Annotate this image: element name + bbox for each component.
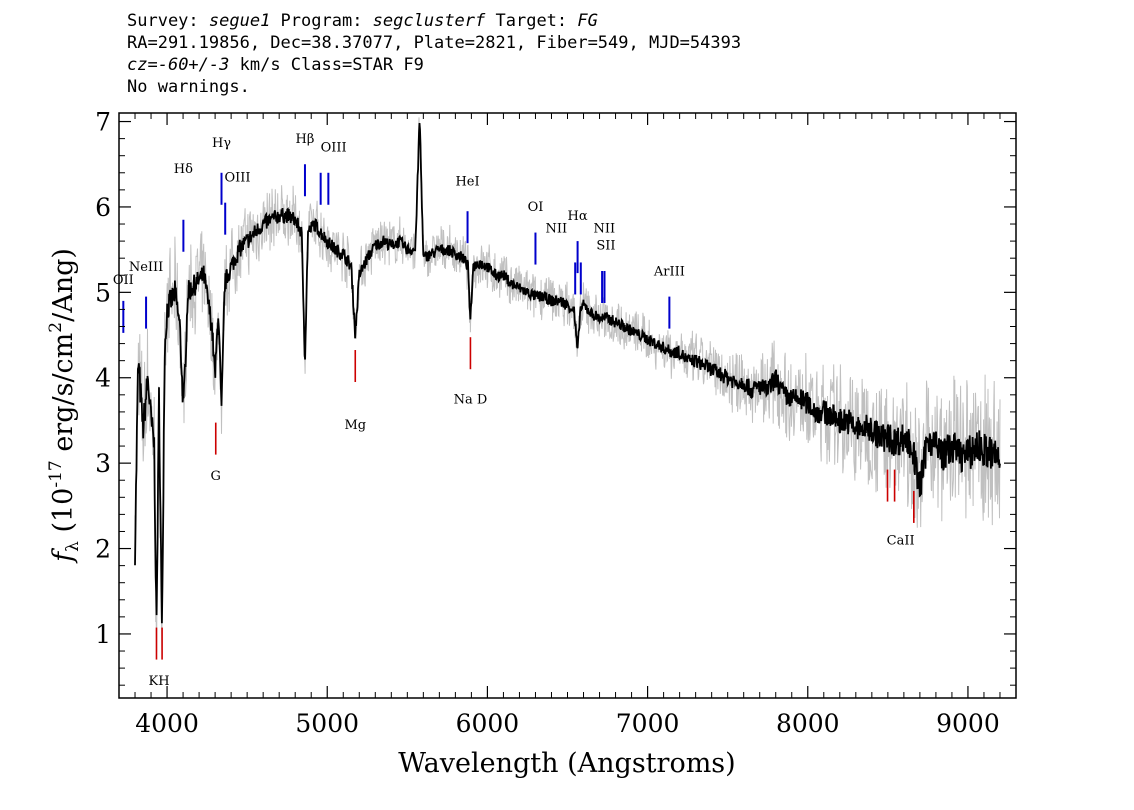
line-label: OIII bbox=[321, 140, 347, 155]
spectrum-line bbox=[134, 123, 1001, 624]
header-line-warnings: No warnings. bbox=[127, 77, 250, 97]
cz-label: cz bbox=[127, 55, 148, 75]
line-label: Hα bbox=[568, 209, 588, 224]
target-label: Target: bbox=[485, 11, 578, 31]
line-label: Na D bbox=[454, 392, 488, 407]
cz-class: km/s Class=STAR F9 bbox=[229, 55, 424, 75]
line-label: NeIII bbox=[129, 260, 163, 275]
y-tick-label: 4 bbox=[95, 364, 111, 393]
x-tick-label: 4000 bbox=[135, 709, 199, 738]
line-label: OII bbox=[113, 273, 134, 288]
y-tick-label: 2 bbox=[95, 535, 111, 564]
line-label: HeI bbox=[455, 175, 479, 190]
line-label: ArIII bbox=[653, 264, 685, 279]
y-tick-label: 3 bbox=[95, 449, 111, 478]
line-label: Hγ bbox=[212, 136, 231, 151]
line-label: NII bbox=[594, 222, 616, 237]
error-envelope-line bbox=[134, 117, 1001, 653]
y-tick-label: 1 bbox=[95, 620, 111, 649]
line-label: OI bbox=[528, 200, 544, 215]
program-value: segclusterf bbox=[372, 11, 486, 31]
line-label: OIII bbox=[224, 170, 250, 185]
line-label: Mg bbox=[344, 418, 366, 433]
x-tick-label: 9000 bbox=[936, 709, 1000, 738]
cz-value: =-60+/-3 bbox=[147, 55, 230, 75]
x-tick-label: 7000 bbox=[616, 709, 680, 738]
target-value: FG bbox=[577, 11, 598, 31]
survey-value: segue1 bbox=[208, 11, 271, 31]
header-line-survey: Survey: segue1 Program: segclusterf Targ… bbox=[127, 10, 741, 32]
program-label: Program: bbox=[270, 11, 373, 31]
header-line-coordinates: RA=291.19856, Dec=38.37077, Plate=2821, … bbox=[127, 33, 742, 53]
x-axis-title: Wavelength (Angstroms) bbox=[398, 748, 735, 779]
line-label: G bbox=[211, 469, 221, 484]
header-line-redshift: cz=-60+/-3 km/s Class=STAR F9 bbox=[127, 54, 741, 76]
line-label: SII bbox=[596, 239, 615, 254]
x-tick-label: 5000 bbox=[295, 709, 359, 738]
line-label: CaII bbox=[887, 533, 915, 548]
spectrum-header: Survey: segue1 Program: segclusterf Targ… bbox=[127, 10, 741, 98]
y-tick-label: 6 bbox=[95, 193, 111, 222]
line-label: KH bbox=[149, 674, 170, 689]
line-label: Hβ bbox=[296, 132, 315, 147]
x-tick-label: 8000 bbox=[776, 709, 840, 738]
y-tick-label: 5 bbox=[95, 278, 111, 307]
y-tick-label: 7 bbox=[95, 108, 111, 137]
line-label: NII bbox=[545, 222, 567, 237]
y-axis-title: fλ (10-17 erg/s/cm2/Ang) bbox=[46, 248, 83, 564]
x-tick-label: 6000 bbox=[456, 709, 520, 738]
survey-label: Survey: bbox=[127, 11, 209, 31]
line-label: Hδ bbox=[174, 162, 193, 177]
